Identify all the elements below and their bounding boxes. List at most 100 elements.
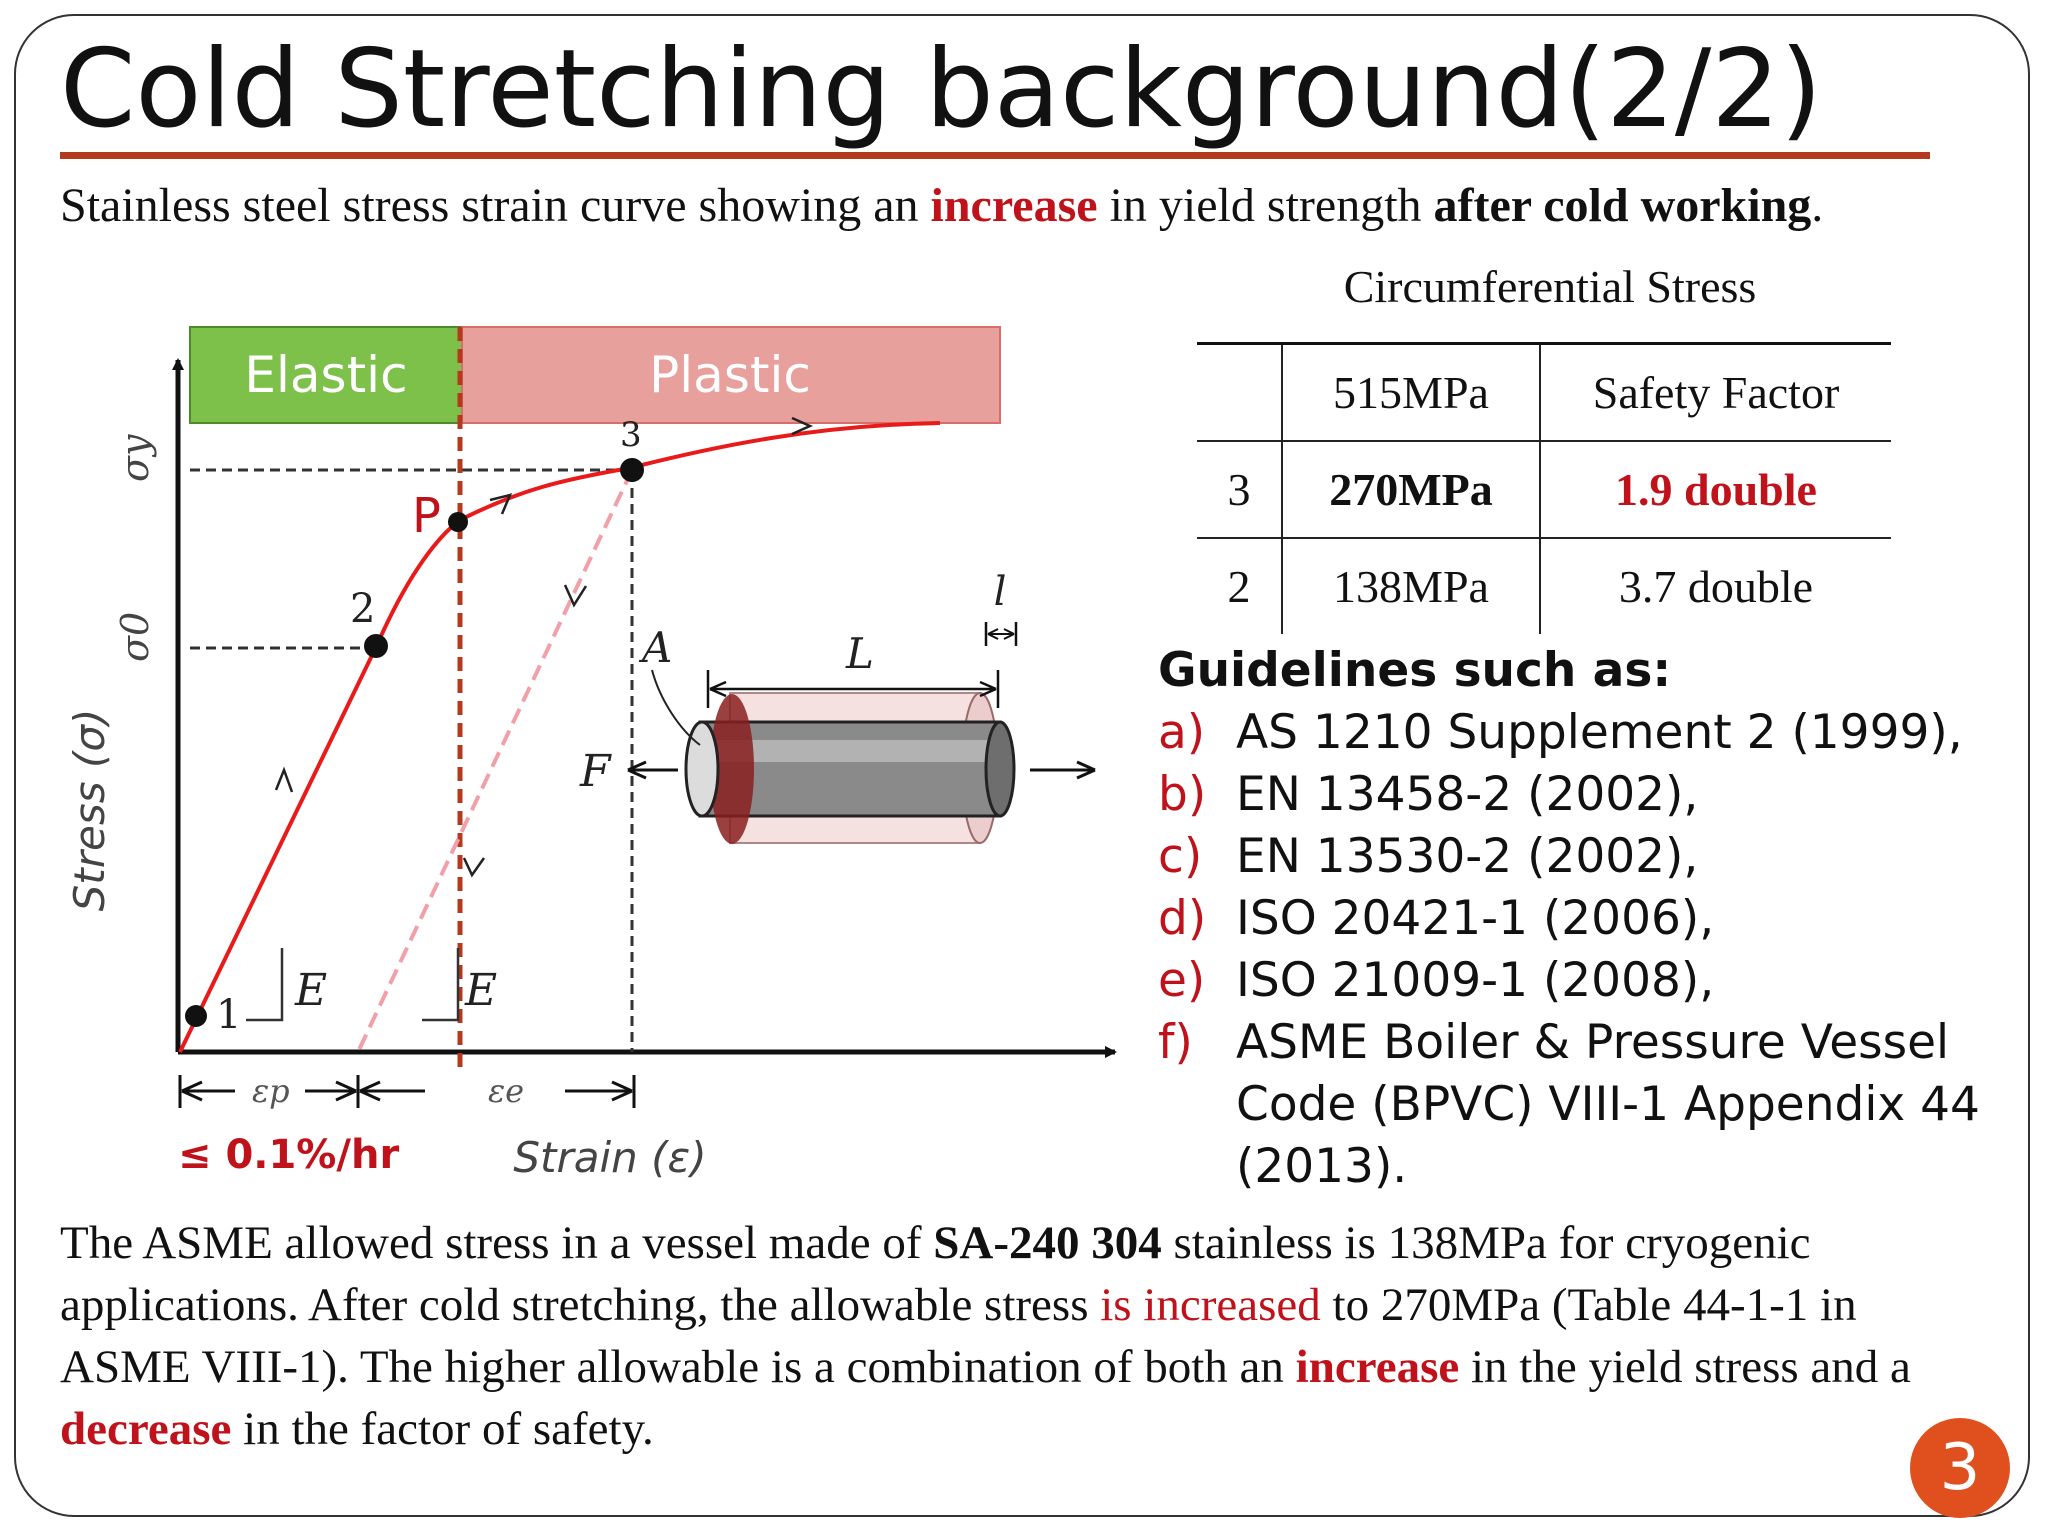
table-cell: 2 bbox=[1197, 537, 1283, 634]
table-cell: 1.9 double bbox=[1539, 440, 1891, 539]
title-underline bbox=[60, 152, 1930, 159]
point-2-marker bbox=[364, 634, 388, 658]
force-label: F bbox=[579, 746, 612, 797]
list-item: a) AS 1210 Supplement 2 (1999), bbox=[1158, 702, 1996, 764]
sigma-0-label: σ0 bbox=[113, 612, 157, 662]
paragraph-material: SA-240 304 bbox=[933, 1217, 1162, 1269]
point-p-marker bbox=[448, 512, 468, 532]
elastic-region-band bbox=[189, 326, 463, 424]
list-item-text: AS 1210 Supplement 2 (1999), bbox=[1236, 705, 1963, 760]
eps-e-right-arrow bbox=[565, 1080, 633, 1102]
unloading-line bbox=[356, 469, 634, 1053]
paragraph-decrease: decrease bbox=[60, 1403, 232, 1455]
area-label: A bbox=[638, 623, 672, 672]
creep-rate-label: ≤ 0.1%/hr bbox=[178, 1132, 399, 1178]
loading-arrow bbox=[274, 766, 294, 793]
list-item-letter: d) bbox=[1158, 891, 1207, 946]
list-item-letter: b) bbox=[1158, 767, 1207, 822]
list-item: c) EN 13530-2 (2002), bbox=[1158, 826, 1996, 888]
plastic-region-band bbox=[461, 326, 1001, 424]
force-left-arrow bbox=[627, 760, 678, 780]
point-3-label: 3 bbox=[620, 415, 642, 455]
list-item: f) ASME Boiler & Pressure Vessel Code (BP… bbox=[1158, 1012, 1996, 1198]
list-item: e) ISO 21009-1 (2008), bbox=[1158, 950, 1996, 1012]
list-item-text: EN 13530-2 (2002), bbox=[1236, 829, 1699, 884]
elongation-dimension-line bbox=[987, 628, 1015, 640]
subtitle-increase: increase bbox=[930, 179, 1098, 232]
modulus-label-1: E bbox=[294, 965, 327, 1016]
point-1-marker bbox=[185, 1005, 207, 1027]
sigma-y-label: σy bbox=[113, 434, 157, 482]
eps-p-left-arrow bbox=[181, 1080, 235, 1102]
list-item-text: ISO 21009-1 (2008), bbox=[1236, 953, 1715, 1008]
eps-e-left-arrow bbox=[359, 1080, 425, 1102]
guidelines-heading: Guidelines such as: bbox=[1158, 643, 1672, 698]
list-item-letter: c) bbox=[1158, 829, 1203, 884]
guidelines-list: Guidelines such as: a) AS 1210 Supplement… bbox=[1158, 640, 1996, 1198]
table-header-row: 515MPa Safety Factor bbox=[1197, 342, 1891, 442]
slide-title: Cold Stretching background(2/2) bbox=[60, 27, 1823, 152]
paragraph-text: in the factor of safety. bbox=[231, 1403, 654, 1455]
subtitle-after-cold-working: after cold working bbox=[1433, 179, 1812, 232]
specimen-highlight bbox=[700, 740, 1000, 762]
paragraph-is-increased: is increased bbox=[1100, 1279, 1321, 1331]
eps-p-label: εp bbox=[252, 1072, 290, 1110]
point-3-marker bbox=[620, 458, 644, 482]
paragraph-text: stainless is 138MPa for cryogenic applic… bbox=[60, 1217, 1811, 1331]
stress-axis-label: Stress (σ) bbox=[65, 709, 114, 912]
list-item: b) EN 13458-2 (2002), bbox=[1158, 764, 1996, 826]
paragraph-text: to 270MPa (Table 44-1-1 in ASME VIII-1).… bbox=[60, 1279, 1857, 1393]
strain-axis-label: Strain (ε) bbox=[513, 1133, 706, 1182]
specimen-left-face bbox=[684, 720, 720, 818]
circumferential-stress-table: 515MPa Safety Factor 3 270MPa 1.9 double… bbox=[1197, 342, 1891, 634]
paragraph-text: in the yield stress and a bbox=[1459, 1341, 1911, 1393]
elastic-label: Elastic bbox=[244, 346, 407, 404]
point-1-label: 1 bbox=[216, 992, 241, 1038]
eps-p-right-arrow bbox=[305, 1080, 357, 1102]
cylinder-specimen bbox=[684, 692, 1016, 844]
unloading-arrow-1 bbox=[563, 584, 588, 608]
table-cell: 138MPa bbox=[1281, 537, 1541, 634]
subtitle: Stainless steel stress strain curve show… bbox=[60, 178, 1823, 234]
list-item-letter: a) bbox=[1158, 705, 1206, 760]
plastic-arrow-2 bbox=[791, 416, 814, 436]
table-cell: 270MPa bbox=[1281, 440, 1541, 539]
plastic-label: Plastic bbox=[649, 346, 811, 404]
unloading-arrow-2 bbox=[462, 857, 486, 878]
elongation-label: l bbox=[994, 569, 1007, 615]
list-item-letter: f) bbox=[1158, 1015, 1193, 1070]
point-p-label: P bbox=[412, 488, 441, 544]
modulus-label-2: E bbox=[464, 965, 497, 1016]
page-number-badge: 3 bbox=[1910, 1418, 2010, 1518]
table-row: 3 270MPa 1.9 double bbox=[1197, 440, 1891, 539]
list-item: d) ISO 20421-1 (2006), bbox=[1158, 888, 1996, 950]
area-leader-line bbox=[651, 669, 701, 746]
point-2-label: 2 bbox=[350, 586, 375, 632]
eps-e-label: εe bbox=[488, 1072, 524, 1110]
table-header-cell: Safety Factor bbox=[1539, 342, 1891, 442]
length-dimension-line bbox=[709, 680, 997, 698]
stress-strain-diagram: Elastic Plastic E E 1 2 P 3 σy σ0 Stress… bbox=[65, 326, 1117, 1182]
explanation-paragraph: The ASME allowed stress in a vessel made… bbox=[60, 1212, 1990, 1460]
specimen-red-band bbox=[710, 694, 754, 844]
paragraph-text: The ASME allowed stress in a vessel made… bbox=[60, 1217, 934, 1269]
table-cell: 3 bbox=[1197, 440, 1283, 539]
table-header-cell bbox=[1197, 342, 1283, 442]
table-header-cell: 515MPa bbox=[1281, 342, 1541, 442]
paragraph-increase: increase bbox=[1295, 1341, 1460, 1393]
list-item-text: ISO 20421-1 (2006), bbox=[1236, 891, 1715, 946]
modulus-triangle-2 bbox=[422, 948, 460, 1022]
slide-frame bbox=[14, 14, 2030, 1517]
list-item-text: ASME Boiler & Pressure Vessel Code (BPVC… bbox=[1236, 1015, 1980, 1194]
subtitle-text: in yield strength bbox=[1097, 179, 1434, 232]
stress-strain-curve bbox=[178, 421, 941, 1053]
table-row: 2 138MPa 3.7 double bbox=[1197, 537, 1891, 634]
subtitle-text: Stainless steel stress strain curve show… bbox=[60, 179, 931, 232]
modulus-triangle-1 bbox=[246, 948, 284, 1022]
force-right-arrow bbox=[1030, 760, 1096, 780]
plastic-arrow-1 bbox=[489, 493, 513, 515]
specimen-right-face bbox=[984, 720, 1016, 818]
length-label: L bbox=[845, 629, 874, 678]
subtitle-period: . bbox=[1811, 179, 1824, 232]
list-item-text: EN 13458-2 (2002), bbox=[1236, 767, 1699, 822]
